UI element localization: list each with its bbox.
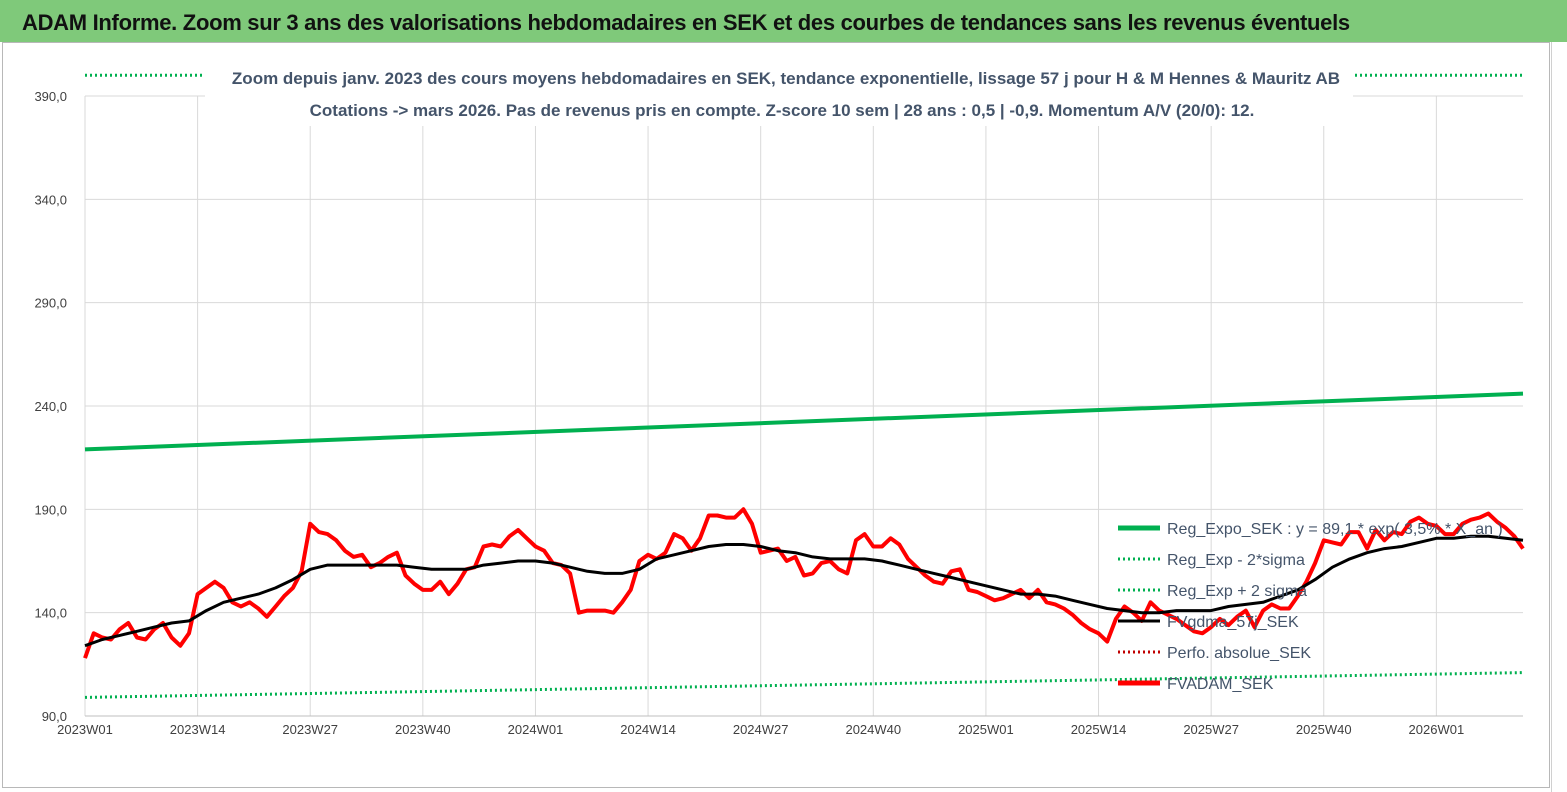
x-tick-label: 2023W14 bbox=[170, 722, 226, 737]
x-axis: 2023W01 2023W14 2023W27 2023W40 2024W01 2024W… bbox=[57, 715, 1523, 737]
series-line-1 bbox=[84, 671, 1524, 699]
x-tick-label: 2023W40 bbox=[395, 722, 451, 737]
subtitle-box bbox=[205, 60, 1353, 126]
series-layer bbox=[83, 73, 1525, 699]
y-tick-label: 90,0 bbox=[42, 709, 67, 724]
series-line-3 bbox=[84, 534, 1524, 648]
x-tick-label: 2023W01 bbox=[57, 722, 113, 737]
x-tick-label: 2024W14 bbox=[620, 722, 676, 737]
y-tick-label: 390,0 bbox=[34, 89, 67, 104]
x-tick-label: 2024W01 bbox=[508, 722, 564, 737]
chart-frame bbox=[2, 42, 1550, 788]
legend-label: Reg_Exp - 2*sigma bbox=[1167, 552, 1305, 569]
y-tick-label: 290,0 bbox=[34, 296, 67, 311]
y-tick-label: 190,0 bbox=[34, 502, 67, 517]
title-banner: ADAM Informe. Zoom sur 3 ans des valoris… bbox=[0, 0, 1567, 42]
x-tick-label: 2025W27 bbox=[1183, 722, 1239, 737]
x-tick-label: 2026W01 bbox=[1409, 722, 1465, 737]
legend-label: Reg_Expo_SEK : y = 89,1 * exp( 3,5% * X_… bbox=[1167, 521, 1503, 538]
x-tick-label: 2025W01 bbox=[958, 722, 1014, 737]
gridlines bbox=[84, 95, 1523, 717]
legend: Reg_Expo_SEK : y = 89,1 * exp( 3,5% * X_… bbox=[1118, 521, 1503, 693]
series-line-5 bbox=[83, 507, 1525, 659]
legend-label: Perfo. absolue_SEK bbox=[1167, 645, 1311, 662]
x-tick-label: 2025W14 bbox=[1071, 722, 1127, 737]
x-tick-label: 2024W40 bbox=[845, 722, 901, 737]
legend-label: FVgdma_57j_SEK bbox=[1167, 614, 1299, 631]
report-title: ADAM Informe. Zoom sur 3 ans des valoris… bbox=[22, 10, 1350, 35]
chart-subtitle-line-1: Zoom depuis janv. 2023 des cours moyens … bbox=[232, 69, 1340, 88]
y-tick-label: 240,0 bbox=[34, 399, 67, 414]
x-tick-label: 2024W27 bbox=[733, 722, 789, 737]
legend-label: FVADAM_SEK bbox=[1167, 676, 1274, 693]
x-tick-label: 2023W27 bbox=[282, 722, 338, 737]
legend-label: Reg_Exp + 2 sigma bbox=[1167, 583, 1307, 600]
chart-subtitle-line-2: Cotations -> mars 2026. Pas de revenus p… bbox=[310, 101, 1255, 120]
y-axis: 90,0 140,0 190,0 240,0 290,0 340,0 390,0 bbox=[34, 89, 67, 724]
series-line-0 bbox=[84, 391, 1524, 452]
y-tick-label: 140,0 bbox=[34, 606, 67, 621]
x-tick-label: 2025W40 bbox=[1296, 722, 1352, 737]
y-tick-label: 340,0 bbox=[34, 192, 67, 207]
window-edge bbox=[1551, 42, 1567, 792]
